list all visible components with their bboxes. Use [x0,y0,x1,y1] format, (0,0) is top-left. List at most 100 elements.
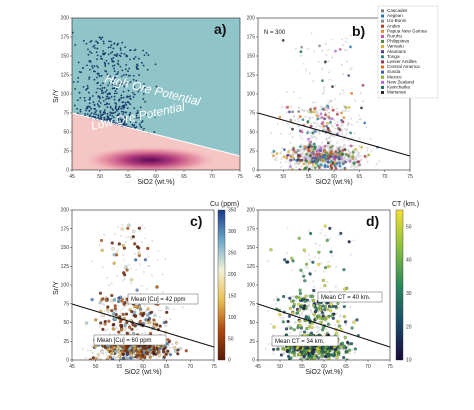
panel-b-sample-point [323,60,327,64]
panel-3-colored-point [272,347,276,352]
panel-b-point [350,164,354,167]
panel-b-point [341,88,344,92]
panel-a-point [124,68,127,71]
panel-b-sample-point [340,111,343,115]
panel-2-colored-point [135,355,139,359]
panel-a-point [96,47,99,50]
panel-2-point [114,356,117,360]
panel-3-point [291,295,294,299]
panel-a-point [116,44,119,46]
panel-3-colored-point [289,356,293,360]
panel-b-sample-point [342,116,346,120]
panel-0-ytick-label: 125 [61,73,70,79]
panel-b-point [302,157,305,160]
panel-2-colored-point [132,353,136,357]
panel-a-point [102,42,105,45]
panel-3-point [313,269,317,272]
panel-a-point [109,107,112,109]
panel-3-ytick-label: 125 [247,264,256,270]
panel-3-colored-point [320,311,325,315]
panel-a-point [85,42,88,45]
panel-a-point [102,50,105,52]
panel-3-colored-point [298,288,302,292]
panel-2-point [123,277,126,281]
panel-b-point [356,150,359,153]
panel-b-sample-point [297,110,301,113]
panel-3-colored-point [281,320,285,324]
panel-3-colored-point [336,319,340,323]
panel-3-point [322,357,325,360]
panel-b-sample-point [309,124,313,128]
panel-a-point [102,113,105,116]
panel-b-point [350,166,353,169]
panel-b-sample-point [336,156,340,160]
panel-b-sample-point [334,49,337,53]
panel-b-point [292,153,295,156]
panel-3-colored-point [311,260,315,264]
panel-3-colored-point [298,296,302,301]
panel-b-point [319,109,322,112]
panel-2-colored-point [147,321,151,325]
panel-3-ytick-label: 150 [247,245,256,251]
legend-marker [381,29,384,33]
panel-a-point [94,47,96,49]
panel-a-point [114,77,116,80]
panel-a-point [93,78,96,81]
panel-b-point [331,124,334,127]
panel-b-point [345,127,348,131]
panel-2-colored-point [157,350,161,354]
panel-3-point [272,333,275,337]
panel-a-point [79,108,82,111]
panel-b-sample-point [283,148,286,152]
panel-a-point [142,64,145,67]
panel-a-point [128,67,131,70]
panel-a-point [128,113,131,116]
panel-2-point [169,318,172,321]
panel-2-colored-point [163,346,167,350]
panel-3-colored-point [335,355,339,360]
panel-b-point [341,123,344,127]
panel-2-colored-point [84,321,89,325]
panel-a-point [82,86,85,88]
panel-3-point [269,322,273,325]
panel-2-colored-point [165,310,169,314]
panel-3-colored-point [350,326,354,330]
panel-a-point [96,58,98,61]
panel-2-colored-point [117,296,121,300]
panel-2-colored-point [111,327,115,331]
panel-b-point [315,138,318,141]
panel-3-colored-point [307,325,311,329]
panel-3-point [335,312,338,315]
panel-a-point [102,82,104,85]
panel-2-colored-point [93,345,97,349]
panel-2-colored-point [112,312,116,316]
panel-2-point [107,311,110,314]
panel-b-point [293,119,297,122]
panel-2-colored-point [146,307,150,311]
panel-a-point [86,105,89,108]
panel-b-sample-point [338,154,342,158]
colorbar-tick-label: 100 [228,315,237,321]
panel-a-point [92,101,95,104]
panel-c-boundary-line [71,303,215,348]
panel-0-ytick-label: 25 [63,149,69,155]
panel-a-point [84,109,87,112]
panel-a-point [122,118,125,121]
panel-2-colored-point [99,321,103,325]
panel-b-sample-point [320,158,324,162]
panel-2-point [89,349,93,352]
panel-b-sample-point [314,161,318,165]
panel-3-point [333,356,336,359]
panel-2-point [104,351,108,354]
panel-a-point [85,88,88,91]
panel-3-colored-point [299,357,303,360]
panel-a-point [136,68,138,70]
panel-a-point [129,97,132,100]
panel-a-point [129,112,132,114]
panel-2-colored-point [127,325,132,329]
panel-a-point [88,98,91,101]
panel-b-sample-point [335,112,339,116]
panel-2-colored-point [123,349,127,353]
panel-b-sample-point [363,121,367,125]
